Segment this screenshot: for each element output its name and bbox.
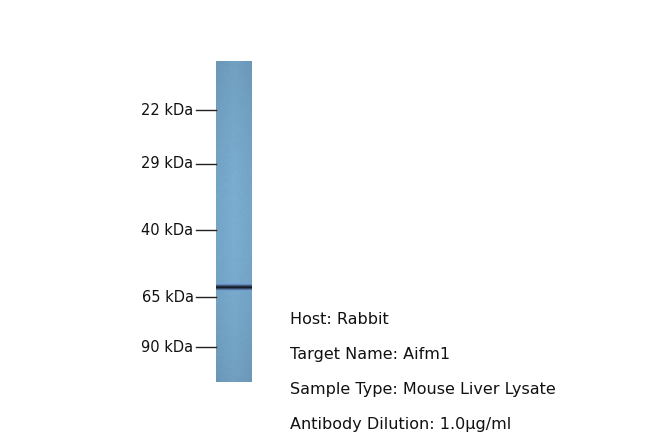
Text: Sample Type: Mouse Liver Lysate: Sample Type: Mouse Liver Lysate: [291, 382, 556, 397]
Text: Host: Rabbit: Host: Rabbit: [291, 312, 389, 327]
Text: 40 kDa: 40 kDa: [142, 223, 194, 238]
Text: 65 kDa: 65 kDa: [142, 290, 194, 304]
Text: Antibody Dilution: 1.0µg/ml: Antibody Dilution: 1.0µg/ml: [291, 417, 512, 432]
Text: 22 kDa: 22 kDa: [141, 103, 194, 118]
Text: 90 kDa: 90 kDa: [142, 339, 194, 355]
Text: Target Name: Aifm1: Target Name: Aifm1: [291, 347, 450, 362]
Text: 29 kDa: 29 kDa: [142, 156, 194, 171]
